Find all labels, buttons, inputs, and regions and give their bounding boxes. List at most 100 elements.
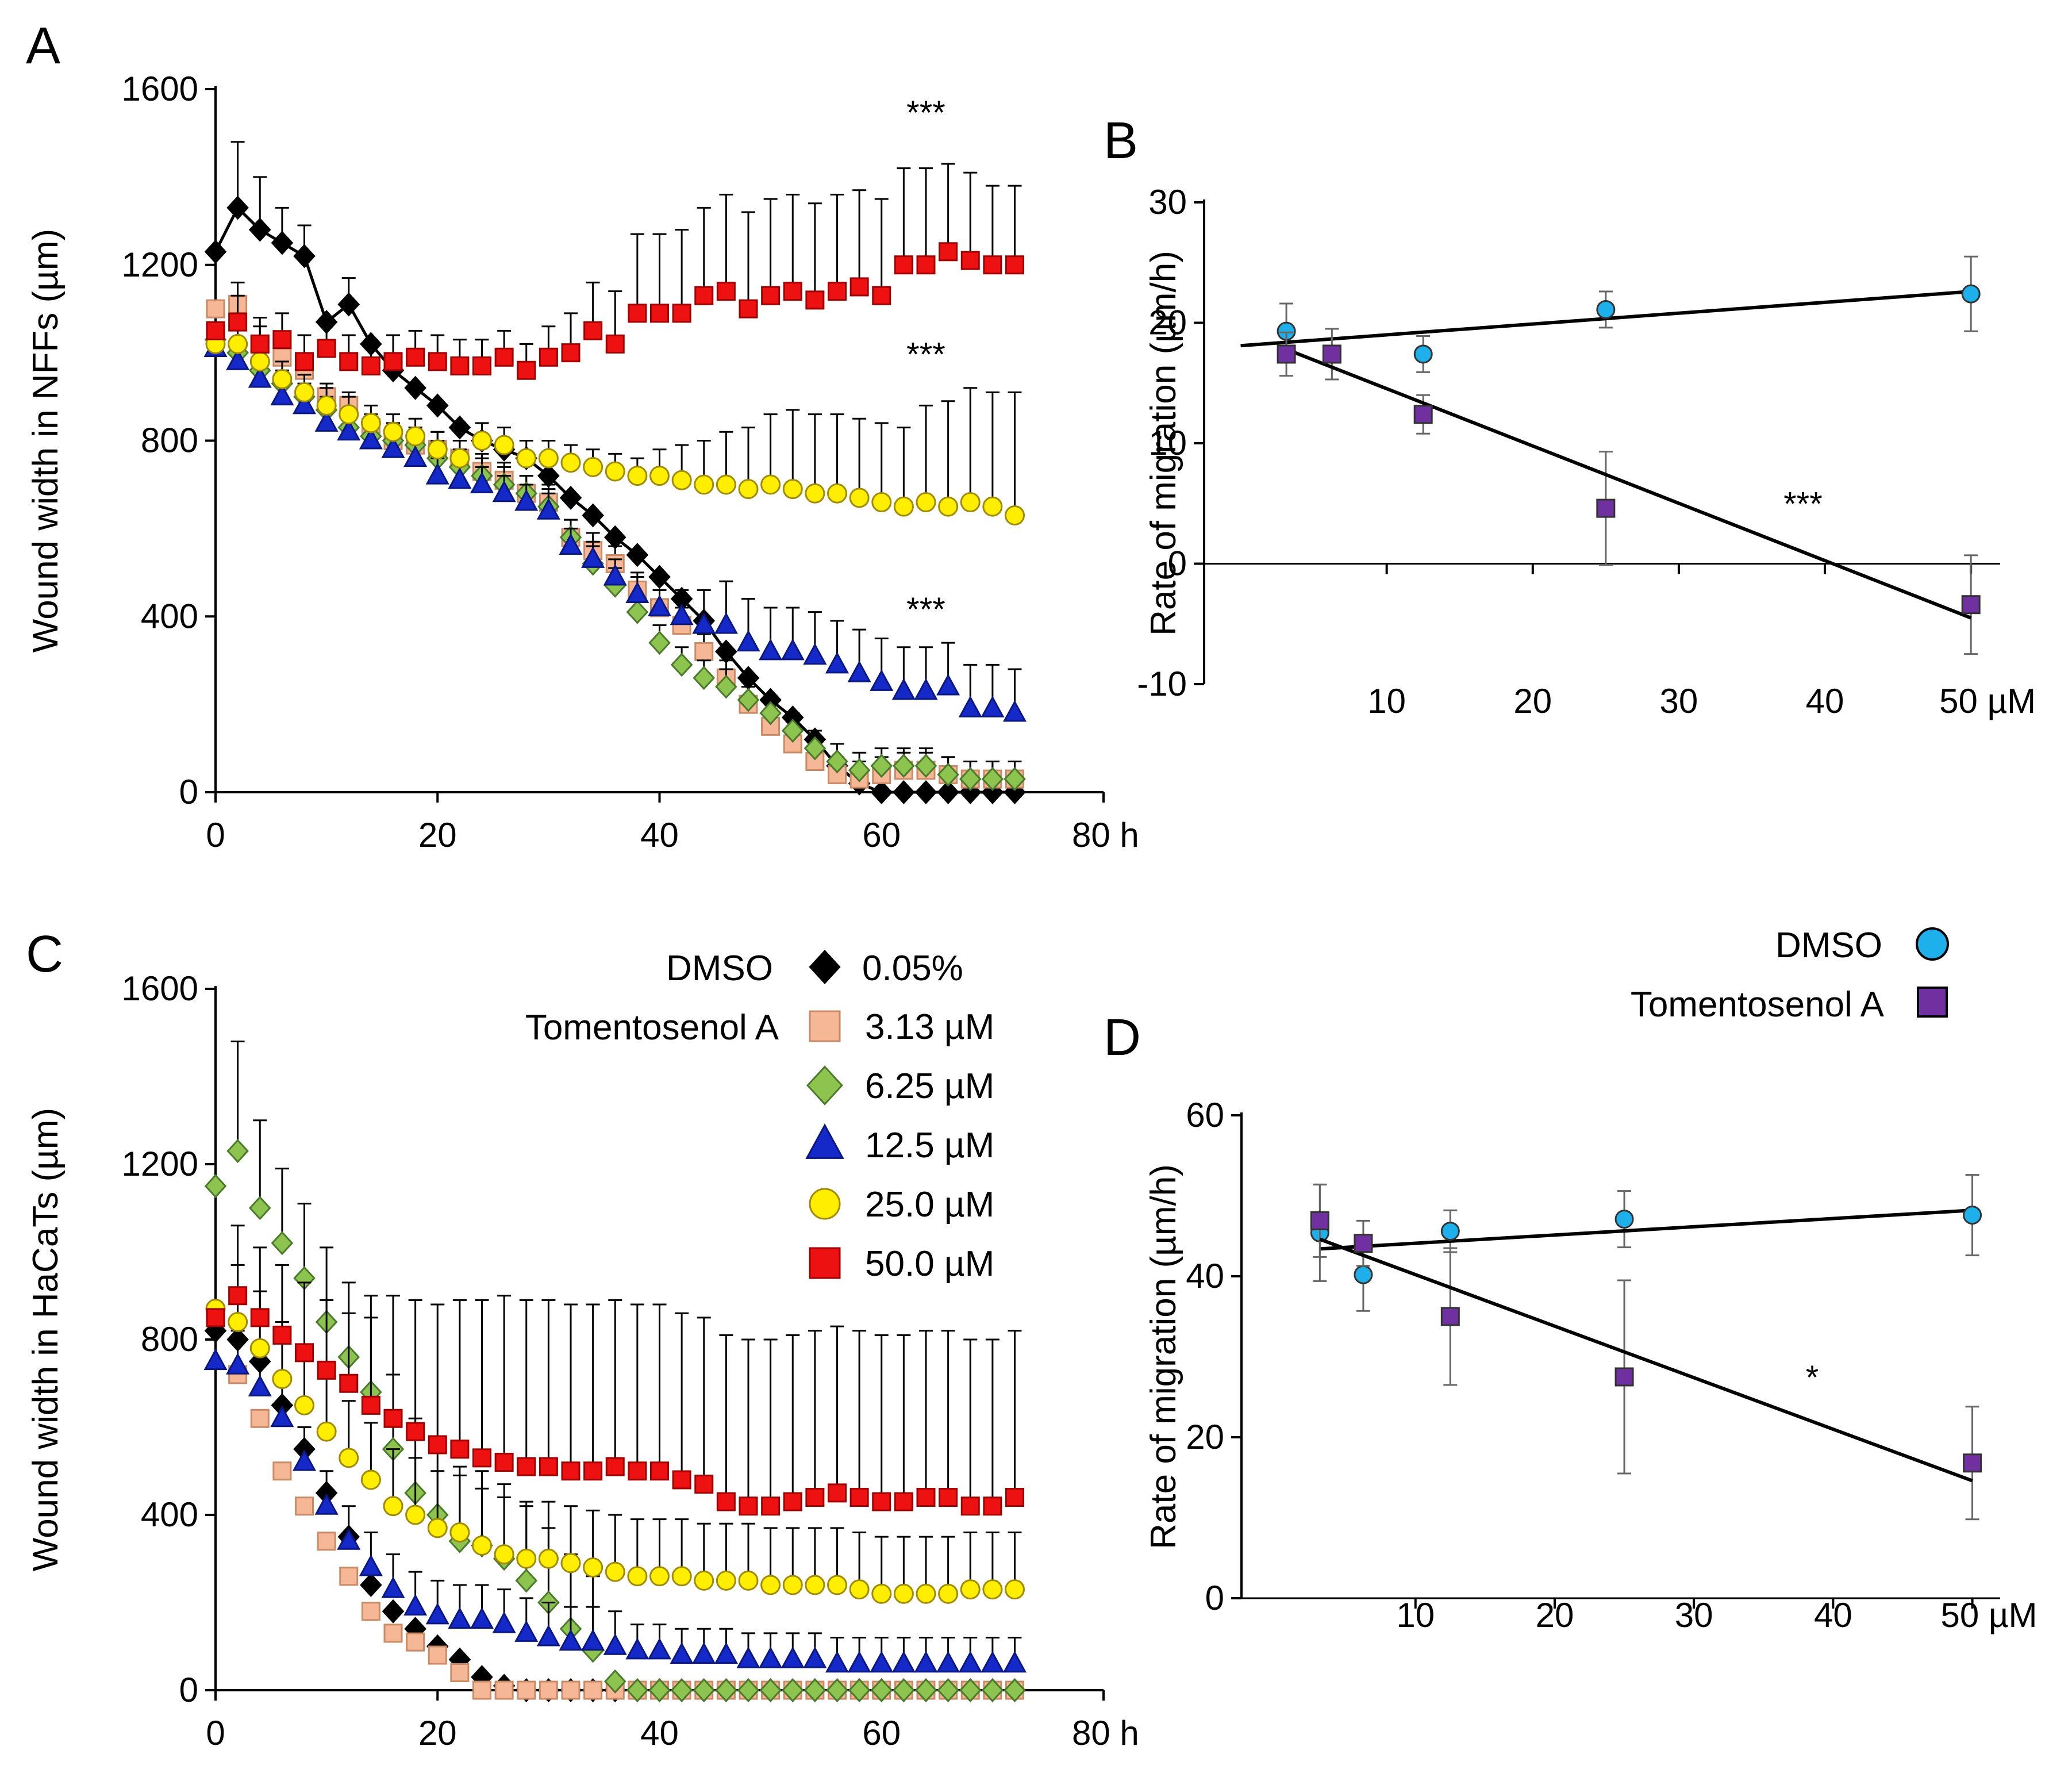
data-point (272, 369, 293, 389)
data-point (516, 448, 537, 469)
legend-marker-25.0 (809, 1188, 841, 1220)
data-point (692, 612, 716, 634)
y-tick-label: 1600 (122, 70, 198, 108)
data-point (939, 242, 958, 262)
data-point (1440, 1222, 1460, 1241)
data-point (736, 630, 760, 652)
data-point (226, 1353, 250, 1375)
data-point (983, 255, 1002, 275)
significance-label: *** (1783, 486, 1823, 523)
data-point (759, 1646, 783, 1668)
data-point (605, 1561, 625, 1582)
data-point (538, 448, 559, 469)
data-point (360, 1469, 381, 1490)
data-point (383, 1496, 403, 1517)
data-point (625, 581, 649, 604)
data-point (981, 767, 1004, 792)
data-point (248, 217, 271, 242)
series-12-5-m (203, 335, 1027, 722)
legend-marker-6.25 (806, 1065, 843, 1106)
data-point (204, 1174, 227, 1199)
data-point (938, 1583, 959, 1604)
data-point (583, 456, 603, 477)
legend-tomentosenol-label: Tomentosenol A (525, 1008, 779, 1047)
data-point (228, 1286, 248, 1306)
data-point (203, 1348, 228, 1371)
data-point (337, 1528, 361, 1550)
regression-line (1285, 347, 1972, 620)
y-tick-label: 1200 (122, 1145, 198, 1183)
data-point (982, 1579, 1003, 1600)
data-point (782, 479, 803, 500)
x-tick-label: 50 µM (1939, 682, 2036, 720)
data-point (870, 1651, 894, 1673)
x-tick-label: 40 (1806, 682, 1844, 720)
data-point (583, 1680, 603, 1700)
data-point (1413, 344, 1433, 364)
data-point (626, 543, 649, 567)
data-point (425, 463, 449, 485)
data-point (248, 366, 272, 388)
data-point (739, 299, 758, 318)
y-tick-label: 60 (1186, 1096, 1224, 1134)
panel-letter-d: D (1104, 1009, 1141, 1066)
data-point (714, 612, 738, 634)
data-point (448, 1607, 472, 1629)
data-point (1963, 1206, 1982, 1225)
data-point (692, 1642, 716, 1664)
legend-bd-dmso-circle (1916, 927, 1949, 961)
series-12-5-m (203, 1330, 1027, 1673)
data-point (270, 1405, 294, 1427)
data-point (805, 1575, 825, 1595)
data-point (226, 1139, 249, 1164)
data-point (716, 1570, 736, 1591)
data-point (450, 1663, 470, 1682)
y-tick-label: 1600 (122, 969, 198, 1008)
data-point (670, 1678, 693, 1702)
legend-entry-label: 6.25 µM (865, 1066, 994, 1106)
data-point (582, 503, 604, 528)
data-point (428, 352, 447, 371)
legend-concentration-entries: 3.13 µM 6.25 µM 12.5 µM 25.0 µM 50.0 µM (805, 1007, 994, 1284)
data-point (272, 330, 292, 350)
legend-dmso-label: DMSO (666, 949, 773, 988)
y-tick-label: 0 (179, 1671, 198, 1709)
series-tomentosenol-a (1277, 328, 1981, 655)
data-point (759, 638, 783, 661)
data-point (1005, 1488, 1024, 1507)
data-point (1961, 284, 1981, 304)
data-point (538, 1548, 559, 1569)
data-point (782, 1575, 803, 1595)
data-point (494, 435, 514, 455)
legend-c: DMSO 0.05% Tomentosenol A 3.13 µM 6.25 µM… (525, 949, 994, 1284)
data-point (938, 496, 959, 517)
legend-marker-12.5 (805, 1123, 844, 1159)
data-point (1614, 1367, 1634, 1387)
data-point (359, 427, 383, 450)
y-axis-title: Wound width in HaCaTs (µm) (26, 1108, 66, 1571)
significance-label: * (1806, 1359, 1819, 1396)
data-point (425, 1602, 449, 1625)
series-25-0-m (205, 1264, 1025, 1604)
data-point (716, 282, 736, 301)
data-point (539, 1680, 558, 1700)
y-tick-label: -10 (1137, 665, 1187, 703)
data-point (936, 673, 960, 696)
data-point (204, 239, 227, 264)
legend-bd-dmso-label: DMSO (1775, 926, 1882, 965)
data-point (805, 483, 825, 504)
data-point (982, 496, 1003, 517)
data-point (1005, 505, 1025, 525)
data-point (1596, 498, 1616, 518)
data-point (937, 1678, 959, 1702)
panel-b-chart: -10 0 10 20 30 10 20 30 40 50 µM Rate of migration… (1137, 183, 2036, 720)
x-tick-label: 0 (206, 1714, 225, 1752)
significance-label: *** (906, 94, 945, 132)
data-point (1004, 767, 1026, 792)
data-point (272, 1325, 292, 1345)
data-point (626, 1678, 649, 1702)
data-point (916, 492, 936, 513)
x-tick-label: 20 (418, 1714, 457, 1752)
data-point (1354, 1234, 1373, 1253)
